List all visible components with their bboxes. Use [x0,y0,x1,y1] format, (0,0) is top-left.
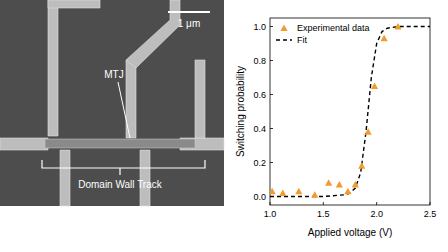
x-axis-label: Applied voltage (V) [308,227,393,238]
y-tick-label: 0.8 [253,56,266,66]
plot-frame [270,18,430,205]
y-axis-label: Switching probability [235,66,246,157]
x-tick-label: 1.5 [317,209,330,219]
x-tick-label: 2.5 [424,209,437,219]
figure: 1 μm MTJ Domain Wall Track 1.0 1.5 2.0 2.5 0.0 0… [0,0,448,252]
micrograph: 1 μm MTJ Domain Wall Track [0,0,224,206]
data-point [344,188,351,194]
scale-bar [168,11,210,13]
legend: Experimental data Fit [276,23,370,45]
legend-swatch [276,39,292,40]
y-tick-label: 0.6 [253,90,266,100]
fit-line [270,27,430,197]
data-point [365,128,372,134]
y-tick-label: 0.0 [253,192,266,202]
data-area [270,23,430,198]
electrode [48,0,58,136]
legend-label: Experimental data [297,23,370,33]
y-tick [270,26,273,27]
sem-background [0,0,224,206]
domain-wall-track [45,139,195,148]
mtj-label: MTJ [104,69,123,80]
x-tick [323,202,324,205]
data-point [325,179,332,185]
electrode [140,150,150,206]
electrode [48,0,100,8]
x-tick [270,202,271,205]
y-tick [270,94,273,95]
data-point [371,82,378,88]
y-tick-label: 0.2 [253,158,266,168]
y-tick [270,60,273,61]
electrode [60,150,70,206]
track-label: Domain Wall Track [78,179,163,190]
data-point [270,188,276,194]
data-point [295,188,302,194]
data-point [352,181,359,187]
electrode [0,138,48,150]
data-point [394,23,401,29]
x-tick-label: 1.0 [264,209,277,219]
data-point [358,162,365,168]
scale-label: 1 μm [178,18,200,29]
data-point [336,181,343,187]
track-bracket [42,160,205,175]
legend-label: Fit [297,35,307,45]
data-point [279,190,286,196]
x-tick [376,202,377,205]
data-point [311,191,318,197]
y-tick-label: 0.4 [253,124,266,134]
electrode [195,60,205,138]
y-tick [270,128,273,129]
data-point [381,35,388,41]
x-tick-label: 2.0 [370,209,383,219]
y-tick [270,162,273,163]
electrode [126,0,180,68]
x-tick [430,202,431,205]
chart: 1.0 1.5 2.0 2.5 0.0 0.2 0.4 0.6 0.8 1.0 Applied vo… [235,18,436,238]
y-tick-label: 1.0 [253,22,266,32]
legend-swatch [280,24,287,30]
mtj-pointer [118,82,130,138]
